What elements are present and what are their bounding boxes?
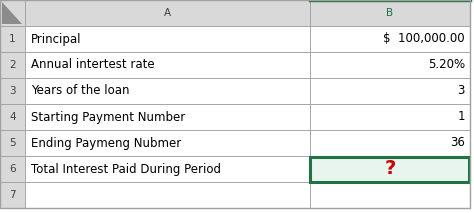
Polygon shape [2, 2, 22, 24]
Text: 6: 6 [9, 164, 16, 174]
Bar [0, 78, 25, 104]
Bar [25, 78, 310, 104]
Text: Years of the loan: Years of the loan [31, 85, 129, 98]
Text: 36: 36 [450, 137, 465, 150]
Bar [0, 0, 25, 26]
Bar [310, 26, 470, 52]
Bar [310, 78, 470, 104]
Text: Annual intertest rate: Annual intertest rate [31, 59, 155, 72]
Text: 1: 1 [457, 111, 465, 124]
Text: B: B [386, 8, 393, 18]
Bar [0, 156, 25, 182]
Bar [310, 130, 470, 156]
Text: A: A [164, 8, 171, 18]
Text: ?: ? [384, 160, 396, 178]
Bar [25, 104, 310, 130]
Bar [310, 157, 470, 181]
Bar [25, 130, 310, 156]
Bar [0, 104, 25, 130]
Bar [0, 182, 25, 208]
Bar [25, 0, 310, 26]
Text: Ending Paymeng Nubmer: Ending Paymeng Nubmer [31, 137, 181, 150]
Text: 7: 7 [9, 190, 16, 200]
Bar [310, 0, 470, 26]
Bar [310, 156, 470, 182]
Text: 3: 3 [9, 86, 16, 96]
Bar [25, 182, 310, 208]
Text: Principal: Principal [31, 33, 82, 46]
Text: $  100,000.00: $ 100,000.00 [383, 33, 465, 46]
Text: Starting Payment Number: Starting Payment Number [31, 111, 185, 124]
Bar [25, 52, 310, 78]
Bar [25, 26, 310, 52]
Text: 4: 4 [9, 112, 16, 122]
Bar [0, 52, 25, 78]
Bar [310, 182, 470, 208]
Text: 5.20%: 5.20% [428, 59, 465, 72]
Text: 2: 2 [9, 60, 16, 70]
Text: 3: 3 [457, 85, 465, 98]
Bar [0, 26, 25, 52]
Text: Total Interest Paid During Period: Total Interest Paid During Period [31, 163, 221, 176]
Text: 1: 1 [9, 34, 16, 44]
Bar [310, 52, 470, 78]
Bar [0, 130, 25, 156]
Bar [310, 104, 470, 130]
Text: 5: 5 [9, 138, 16, 148]
Bar [25, 156, 310, 182]
